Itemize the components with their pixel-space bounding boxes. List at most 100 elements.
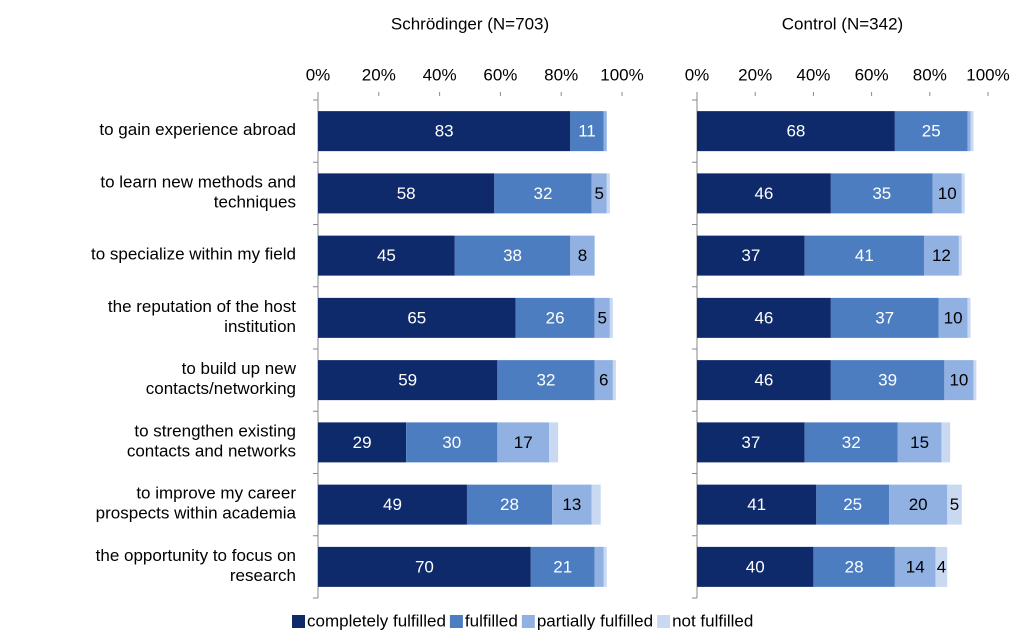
x-tick-label: 40% bbox=[423, 65, 457, 84]
bar-segment bbox=[923, 235, 959, 276]
bar-label: 26 bbox=[546, 308, 565, 327]
bar-label: 29 bbox=[353, 433, 372, 452]
bar-segment bbox=[813, 546, 895, 587]
bar-segment bbox=[466, 484, 553, 525]
bar-label: 46 bbox=[754, 308, 773, 327]
bar-label: 38 bbox=[503, 246, 522, 265]
panel-title: Control (N=342) bbox=[782, 14, 903, 33]
bar-label: 46 bbox=[754, 184, 773, 203]
x-tick-label: 60% bbox=[855, 65, 889, 84]
category-label: to improve my career prospects within aca… bbox=[96, 484, 297, 523]
bar-label: 32 bbox=[537, 371, 556, 390]
bar-segment bbox=[515, 297, 595, 338]
bar-segment bbox=[530, 546, 595, 587]
bar-segment bbox=[697, 111, 895, 152]
bar-label: 8 bbox=[578, 246, 587, 265]
bar-segment bbox=[406, 422, 498, 463]
bar-label: 20 bbox=[909, 495, 928, 514]
bar-segment bbox=[697, 484, 817, 525]
bar-segment bbox=[497, 360, 595, 401]
bar-label: 13 bbox=[562, 495, 581, 514]
bar-label: 11 bbox=[578, 122, 596, 141]
bar-label: 41 bbox=[855, 246, 874, 265]
x-tick-label: 60% bbox=[483, 65, 517, 84]
bar-label: 17 bbox=[514, 433, 533, 452]
bar-label: 49 bbox=[383, 495, 402, 514]
bar-label: 35 bbox=[872, 184, 891, 203]
x-tick-label: 80% bbox=[913, 65, 947, 84]
x-tick-label: 0% bbox=[685, 65, 710, 84]
bar-segment bbox=[318, 360, 498, 401]
bar-label: 25 bbox=[843, 495, 862, 514]
bar-label: 32 bbox=[533, 184, 552, 203]
bar-segment bbox=[961, 173, 965, 214]
bar-segment bbox=[967, 297, 971, 338]
bar-label: 83 bbox=[435, 122, 454, 141]
bar-segment bbox=[318, 235, 455, 276]
bar-segment bbox=[941, 422, 951, 463]
bar-segment bbox=[967, 111, 971, 152]
bar-segment bbox=[804, 235, 924, 276]
bar-segment bbox=[697, 422, 805, 463]
bar-segment bbox=[697, 360, 831, 401]
bar-segment bbox=[603, 111, 607, 152]
bar-label: 28 bbox=[845, 557, 864, 576]
bar-label: 37 bbox=[741, 433, 760, 452]
bar-segment bbox=[816, 484, 890, 525]
bar-label: 10 bbox=[944, 308, 963, 327]
bar-segment bbox=[603, 546, 607, 587]
bar-segment bbox=[594, 546, 604, 587]
bar-segment bbox=[454, 235, 571, 276]
bar-label: 46 bbox=[754, 371, 773, 390]
bar-label: 40 bbox=[746, 557, 765, 576]
bar-label: 41 bbox=[747, 495, 766, 514]
bar-segment bbox=[594, 360, 613, 401]
bar-segment bbox=[697, 297, 831, 338]
bar-segment bbox=[549, 422, 559, 463]
category-label: to specialize within my field bbox=[91, 245, 296, 264]
category-label: to strengthen existing contacts and netwo… bbox=[127, 422, 296, 461]
bar-label: 45 bbox=[377, 246, 396, 265]
bar-segment bbox=[612, 360, 616, 401]
category-label: the reputation of the host institution bbox=[108, 297, 296, 336]
bar-segment bbox=[697, 235, 805, 276]
bar-segment bbox=[606, 173, 610, 214]
bar-label: 32 bbox=[842, 433, 861, 452]
bar-label: 10 bbox=[938, 184, 957, 203]
bar-label: 68 bbox=[786, 122, 805, 141]
bar-label: 25 bbox=[922, 122, 941, 141]
bar-segment bbox=[944, 360, 974, 401]
legend-swatch bbox=[657, 615, 671, 628]
bar-segment bbox=[932, 173, 962, 214]
bar-segment bbox=[894, 111, 968, 152]
x-tick-label: 100% bbox=[600, 65, 643, 84]
bar-segment bbox=[697, 546, 814, 587]
bar-segment bbox=[970, 111, 974, 152]
bar-segment bbox=[804, 422, 898, 463]
bar-segment bbox=[958, 235, 962, 276]
legend-swatch bbox=[449, 615, 463, 628]
bar-segment bbox=[938, 297, 968, 338]
panel-title: Schrödinger (N=703) bbox=[391, 14, 549, 33]
bar-label: 15 bbox=[910, 433, 929, 452]
legend-label: completely fulfilled bbox=[307, 611, 446, 630]
bar-segment bbox=[830, 173, 933, 214]
x-tick-label: 80% bbox=[544, 65, 578, 84]
x-tick-label: 100% bbox=[966, 65, 1009, 84]
bar-segment bbox=[570, 235, 595, 276]
bar-label: 39 bbox=[878, 371, 897, 390]
bar-segment bbox=[830, 297, 939, 338]
legend-swatch bbox=[521, 615, 535, 628]
bar-label: 37 bbox=[875, 308, 894, 327]
bar-segment bbox=[591, 484, 601, 525]
bar-label: 70 bbox=[415, 557, 434, 576]
bar-label: 58 bbox=[397, 184, 416, 203]
category-label: the opportunity to focus on research bbox=[96, 546, 296, 585]
category-label: to gain experience abroad bbox=[99, 121, 296, 140]
bar-segment bbox=[830, 360, 945, 401]
bar-segment bbox=[318, 484, 467, 525]
bar-segment bbox=[591, 173, 607, 214]
bar-segment bbox=[494, 173, 592, 214]
bar-label: 5 bbox=[950, 495, 959, 514]
